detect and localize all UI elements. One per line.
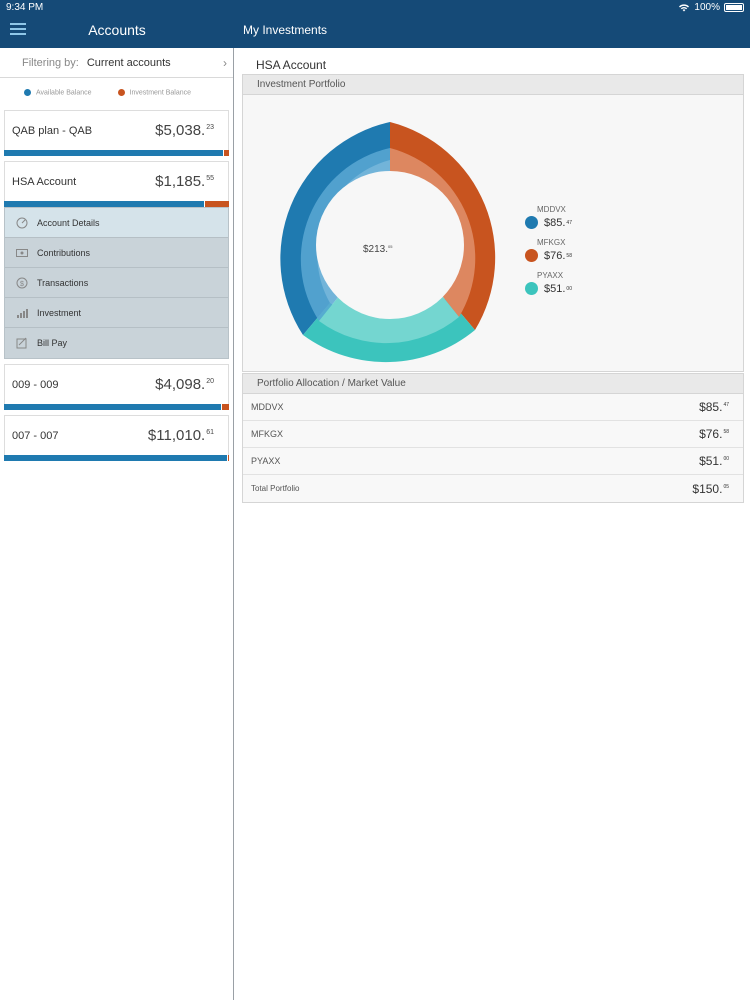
legend-pyaxx: PYAXX $51. 00 — [525, 271, 572, 295]
portfolio-panel: Investment Portfolio $213.05 MDDVX $85. 4… — [242, 74, 744, 372]
filter-value: Current accounts — [86, 56, 171, 69]
account-title: HSA Account — [256, 58, 327, 72]
contributions-icon — [15, 247, 29, 259]
battery-icon — [724, 3, 744, 12]
balance-bar — [4, 455, 229, 461]
submenu-label: Account Details — [37, 217, 100, 228]
portfolio-chart: $213.05 MDDVX $85. 47 MFKGX $76. 58 PYAXX … — [243, 95, 743, 371]
pyaxx-dot-icon — [525, 282, 538, 295]
battery-percent: 100% — [694, 2, 720, 13]
submenu-label: Investment — [37, 307, 82, 318]
total-row: Total Portfolio $150.05 — [243, 475, 743, 502]
accounts-title: Accounts — [88, 22, 146, 38]
account-card-009[interactable]: 009 - 009 $4,098.20 — [4, 364, 229, 410]
legend-investment: Investment Balance — [117, 89, 191, 97]
investment-icon — [15, 307, 29, 319]
table-row[interactable]: PYAXX $51.00 — [243, 448, 743, 475]
account-card-qab[interactable]: QAB plan - QAB $5,038.23 — [4, 110, 229, 156]
transactions-icon: $ — [15, 277, 29, 289]
submenu-label: Contributions — [37, 247, 91, 258]
balance-bar — [4, 150, 229, 156]
page-title: My Investments — [243, 23, 328, 37]
account-name: 009 - 009 — [12, 379, 59, 391]
chevron-right-icon: › — [223, 56, 227, 70]
app-header: 9:34 PM 100% Accounts My Investments — [0, 0, 750, 48]
account-balance: $4,098.20 — [155, 376, 214, 393]
bill-pay-icon — [15, 337, 29, 349]
submenu-label: Bill Pay — [37, 338, 68, 348]
account-card-007[interactable]: 007 - 007 $11,010.61 — [4, 415, 229, 461]
investments-panel: HSA Account Investment Portfolio $213.05… — [242, 48, 744, 503]
account-card-hsa[interactable]: HSA Account $1,185.55 — [4, 161, 229, 207]
accounts-panel: Filtering by: Current accounts › Availab… — [0, 48, 234, 1000]
filter-label: Filtering by: — [22, 56, 79, 69]
allocation-panel: Portfolio Allocation / Market Value MDDV… — [242, 373, 744, 503]
portfolio-total-center: $213.05 — [363, 244, 393, 255]
submenu-investment[interactable]: Investment — [5, 298, 228, 328]
chart-legend: MDDVX $85. 47 MFKGX $76. 58 PYAXX $51. 00 — [525, 205, 572, 304]
submenu-contributions[interactable]: Contributions — [5, 238, 228, 268]
account-submenu: Account Details Contributions $ Transact… — [4, 207, 229, 359]
mfkgx-dot-icon — [525, 249, 538, 262]
balance-legend: Available Balance Investment Balance — [0, 78, 233, 108]
blue-dot-icon — [24, 89, 31, 97]
account-details-icon — [15, 217, 29, 229]
account-balance: $11,010.61 — [147, 427, 214, 444]
table-row[interactable]: MDDVX $85.47 — [243, 394, 743, 421]
wifi-icon — [679, 4, 690, 12]
balance-bar — [4, 201, 229, 207]
submenu-label: Transactions — [37, 277, 89, 288]
filter-row[interactable]: Filtering by: Current accounts › — [0, 48, 233, 78]
legend-mfkgx: MFKGX $76. 58 — [525, 238, 572, 262]
table-row[interactable]: MFKGX $76.58 — [243, 421, 743, 448]
account-name: HSA Account — [12, 176, 77, 188]
balance-bar — [4, 404, 229, 410]
submenu-transactions[interactable]: $ Transactions — [5, 268, 228, 298]
status-right: 100% — [678, 2, 744, 13]
hamburger-menu-icon[interactable] — [10, 23, 26, 35]
mddvx-dot-icon — [525, 216, 538, 229]
account-name: 007 - 007 — [12, 430, 59, 442]
submenu-account-details[interactable]: Account Details — [5, 208, 228, 238]
orange-dot-icon — [117, 89, 125, 97]
allocation-table: MDDVX $85.47 MFKGX $76.58 PYAXX $51.00 T… — [243, 394, 743, 502]
legend-available: Available Balance — [24, 89, 92, 97]
submenu-bill-pay[interactable]: Bill Pay — [5, 328, 228, 358]
svg-text:$: $ — [20, 281, 24, 288]
allocation-header: Portfolio Allocation / Market Value — [243, 374, 743, 394]
donut-chart — [280, 122, 496, 363]
portfolio-header: Investment Portfolio — [243, 75, 743, 95]
legend-mddvx: MDDVX $85. 47 — [525, 205, 572, 229]
status-time: 9:34 PM — [6, 2, 44, 13]
account-balance: $1,185.55 — [155, 173, 214, 190]
account-balance: $5,038.23 — [155, 122, 214, 139]
account-name: QAB plan - QAB — [12, 125, 93, 137]
